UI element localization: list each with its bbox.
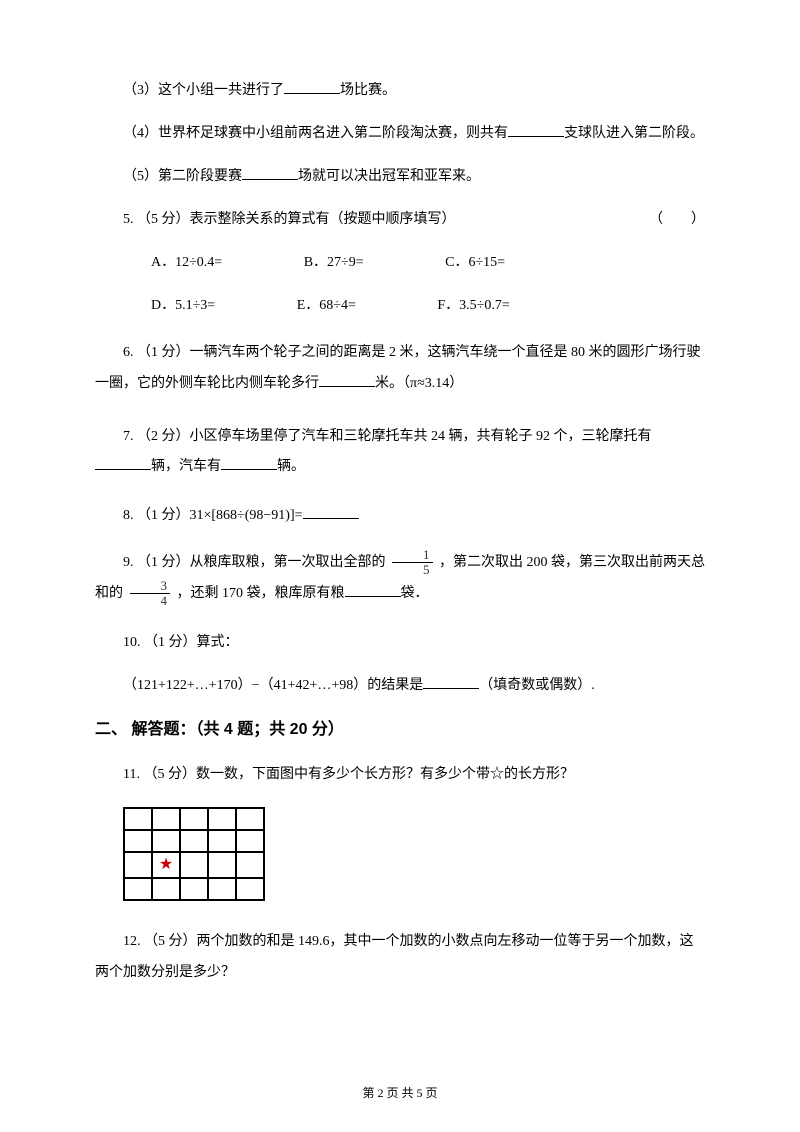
text: 米。（π≈3.14）	[375, 376, 463, 391]
text: （4）世界杯足球赛中小组前两名进入第二阶段淘汰赛，则共有	[123, 126, 508, 141]
text: 12. （5 分）两个加数的和是 149.6，其中一个加数的小数点向左移动一位等…	[95, 934, 694, 980]
option-d[interactable]: D．5.1÷3=	[123, 295, 215, 316]
question-3-sub: （3）这个小组一共进行了 场比赛。	[95, 80, 705, 101]
text: 场比赛。	[340, 83, 396, 98]
text: 9. （1 分）从粮库取粮，第一次取出全部的	[123, 555, 386, 570]
text: 8. （1 分）31×[868÷(98−91)]=	[123, 508, 303, 523]
blank[interactable]	[345, 583, 401, 597]
fraction-icon: 15	[392, 548, 433, 578]
text: 场就可以决出冠军和亚军来。	[298, 169, 480, 184]
text: ，还剩 170 袋，粮库原有粮	[177, 586, 345, 601]
blank[interactable]	[242, 166, 298, 180]
question-11: 11. （5 分）数一数，下面图中有多少个长方形？有多少个带☆的长方形？	[95, 764, 705, 785]
text: 袋．	[401, 586, 429, 601]
option-a[interactable]: A．12÷0.4=	[123, 252, 222, 273]
answer-paren[interactable]: （ ）	[621, 209, 705, 230]
text: 辆，汽车有	[151, 459, 221, 474]
blank[interactable]	[508, 123, 564, 137]
question-10-line1: 10. （1 分）算式：	[95, 632, 705, 653]
blank[interactable]	[303, 505, 359, 519]
text: 11. （5 分）数一数，下面图中有多少个长方形？有多少个带☆的长方形？	[123, 767, 574, 782]
question-10-line2: （121+122+…+170）−（41+42+…+98）的结果是 （填奇数或偶数）…	[95, 675, 705, 696]
question-8: 8. （1 分）31×[868÷(98−91)]=	[95, 505, 705, 526]
blank[interactable]	[95, 456, 151, 470]
question-5-options-row2: D．5.1÷3= E．68÷4= F．3.5÷0.7=	[95, 295, 705, 316]
question-5-sub: （5）第二阶段要赛 场就可以决出冠军和亚军来。	[95, 166, 705, 187]
question-6: 6. （1 分）一辆汽车两个轮子之间的距离是 2 米，这辆汽车绕一个直径是 80…	[95, 338, 705, 400]
fraction-icon: 34	[130, 579, 171, 609]
text: 5. （5 分）表示整除关系的算式有（按题中顺序填写）	[123, 212, 456, 227]
section-2-title: 二、 解答题：（共 4 题；共 20 分）	[95, 718, 705, 742]
blank[interactable]	[319, 373, 375, 387]
question-7: 7. （2 分）小区停车场里停了汽车和三轮摩托车共 24 辆，共有轮子 92 个…	[95, 422, 705, 484]
text: 7. （2 分）小区停车场里停了汽车和三轮摩托车共 24 辆，共有轮子 92 个…	[123, 429, 652, 444]
text: （5）第二阶段要赛	[123, 169, 242, 184]
question-4-sub: （4）世界杯足球赛中小组前两名进入第二阶段淘汰赛，则共有 支球队进入第二阶段。	[95, 123, 705, 144]
rectangle-grid: ★	[123, 807, 265, 901]
grid-figure: ★	[123, 807, 705, 901]
page-footer: 第 2 页 共 5 页	[0, 1084, 800, 1102]
blank[interactable]	[284, 80, 340, 94]
star-icon: ★	[159, 856, 173, 873]
blank[interactable]	[221, 456, 277, 470]
question-5-stem: 5. （5 分）表示整除关系的算式有（按题中顺序填写） （ ）	[95, 209, 705, 230]
option-c[interactable]: C．6÷15=	[417, 252, 505, 273]
text: 10. （1 分）算式：	[123, 635, 239, 650]
question-9: 9. （1 分）从粮库取粮，第一次取出全部的 15 ，第二次取出 200 袋，第…	[95, 548, 705, 610]
text: 支球队进入第二阶段。	[564, 126, 704, 141]
text: （3）这个小组一共进行了	[123, 83, 284, 98]
question-5-options-row1: A．12÷0.4= B．27÷9= C．6÷15=	[95, 252, 705, 273]
text: （填奇数或偶数）.	[479, 678, 595, 693]
question-12: 12. （5 分）两个加数的和是 149.6，其中一个加数的小数点向左移动一位等…	[95, 927, 705, 989]
blank[interactable]	[423, 675, 479, 689]
option-e[interactable]: E．68÷4=	[269, 295, 356, 316]
text: （121+122+…+170）−（41+42+…+98）的结果是	[123, 678, 423, 693]
option-b[interactable]: B．27÷9=	[276, 252, 364, 273]
text: 辆。	[277, 459, 305, 474]
option-f[interactable]: F．3.5÷0.7=	[409, 295, 509, 316]
